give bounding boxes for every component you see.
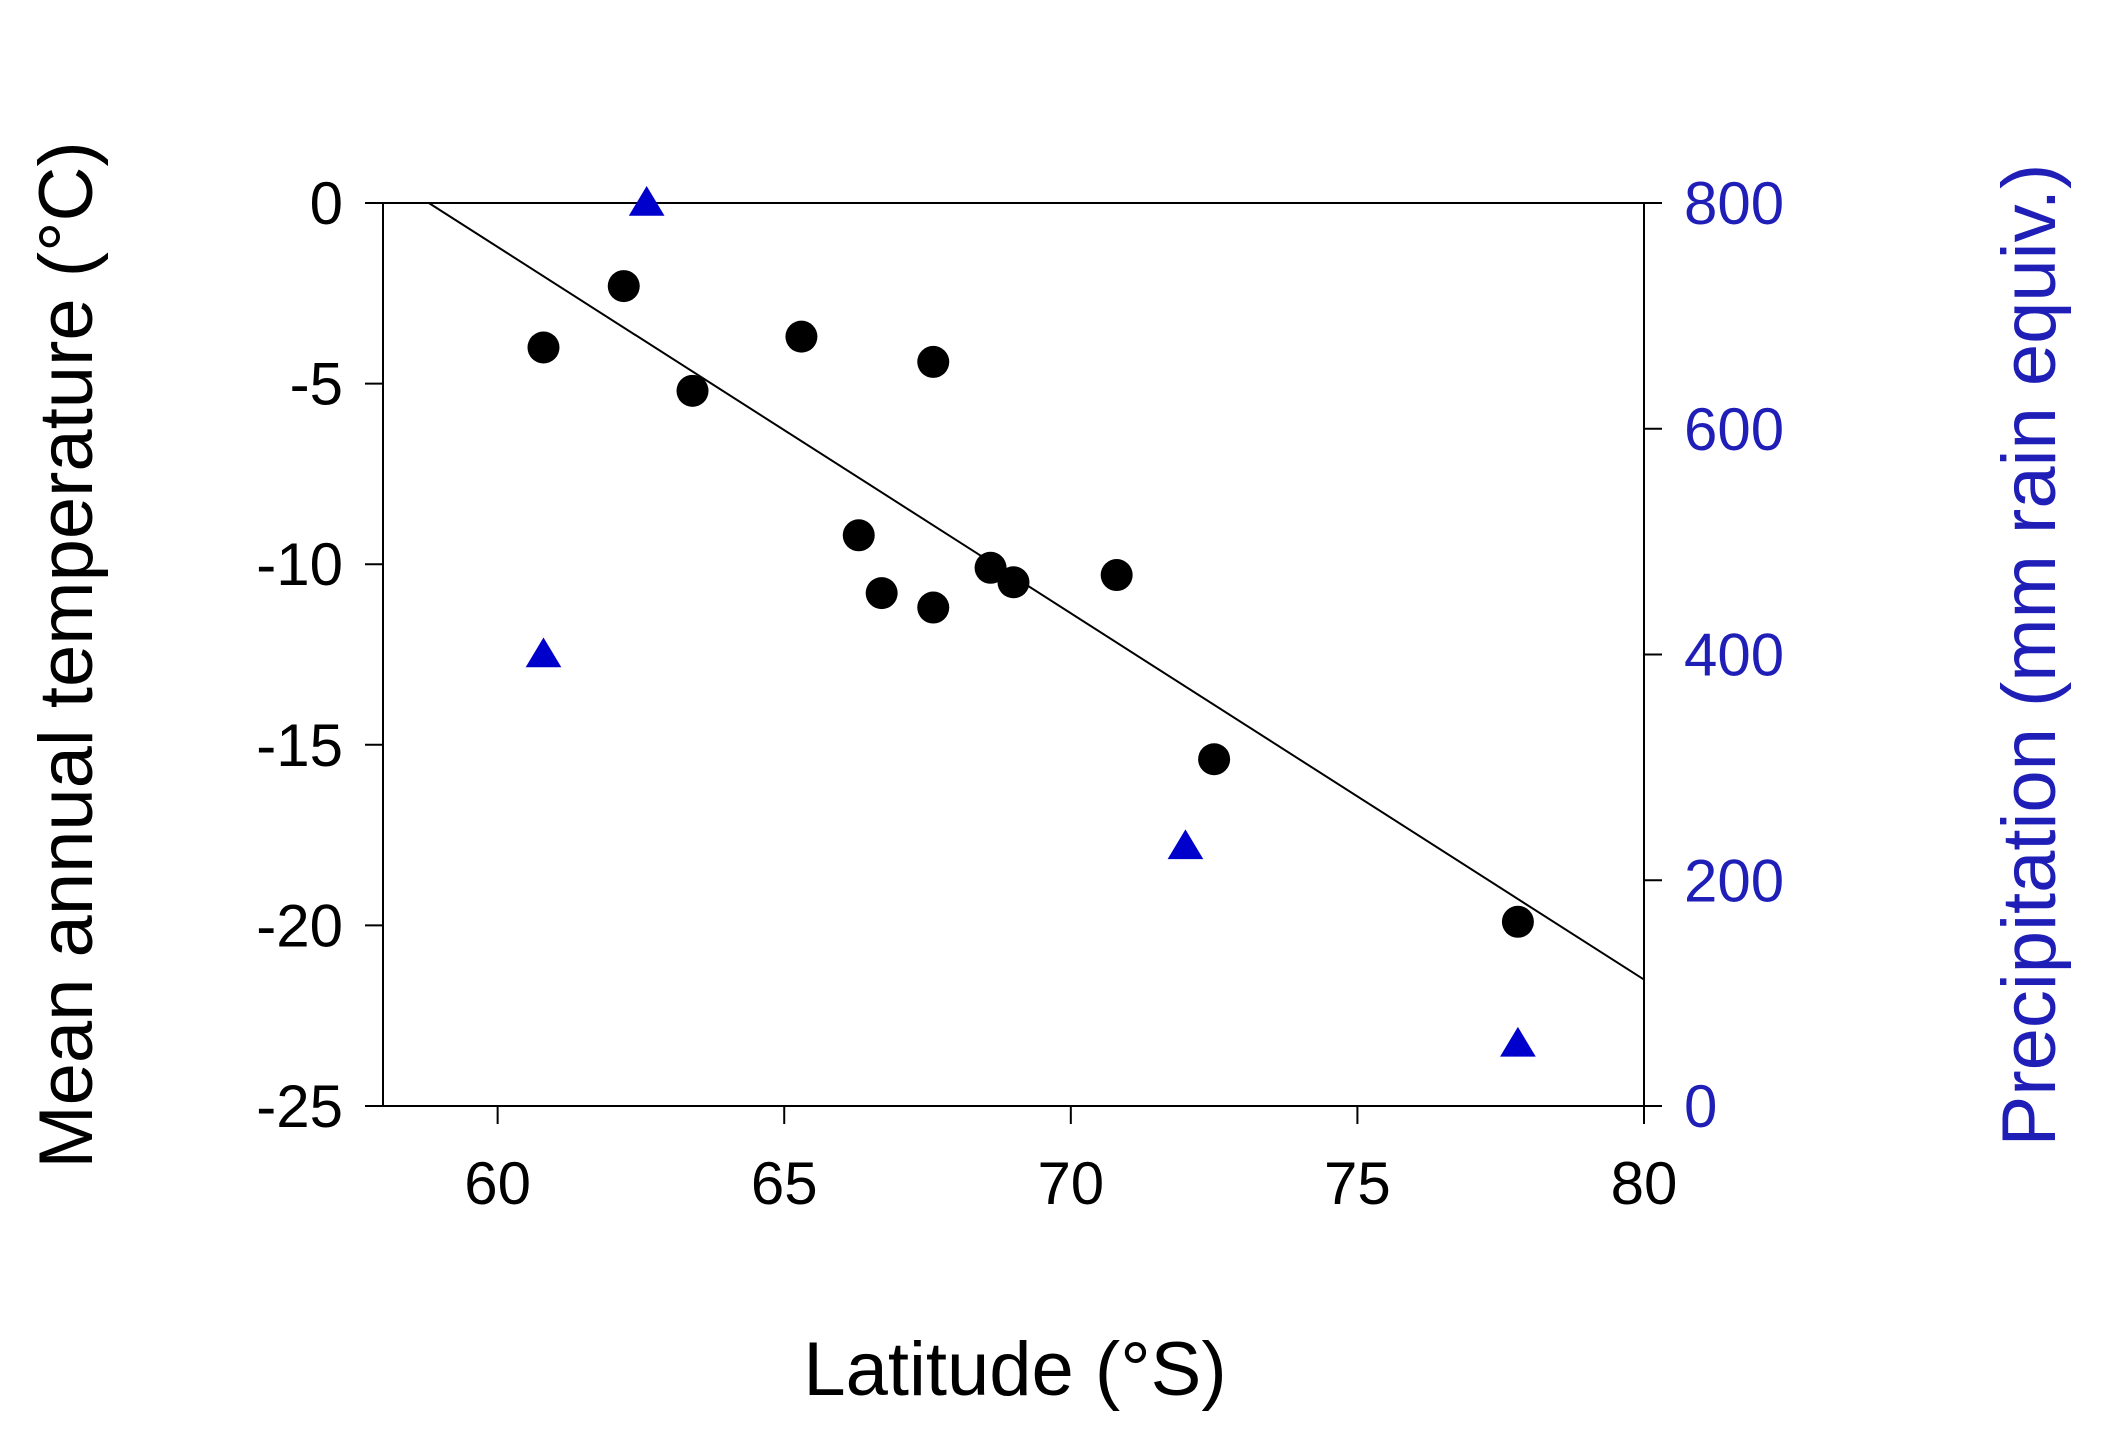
- temperature-point: [917, 591, 950, 624]
- temperature-series: [527, 270, 1534, 938]
- x-tick-label: 65: [751, 1150, 818, 1217]
- precipitation-series: [525, 186, 1536, 1057]
- right-y-tick-label: 800: [1684, 170, 1784, 237]
- precipitation-point: [525, 637, 562, 668]
- right-y-tick-label: 600: [1684, 396, 1784, 463]
- x-ticks: 60 65 70 75 80: [464, 1106, 1677, 1217]
- precipitation-point: [628, 186, 665, 216]
- x-axis-title: Latitude (°S): [803, 1327, 1226, 1412]
- right-y-tick-label: 400: [1684, 622, 1784, 689]
- right-y-ticks: 800 600 400 200 0: [1644, 170, 1784, 1140]
- x-tick-label: 75: [1324, 1150, 1391, 1217]
- temperature-point: [785, 320, 818, 353]
- left-y-ticks: 0 -5 -10 -15 -20 -25: [256, 170, 383, 1140]
- temperature-point: [1100, 559, 1133, 592]
- axis-frame: [382, 202, 1645, 1107]
- left-y-tick-label: 0: [310, 170, 343, 237]
- left-y-tick-label: -25: [256, 1073, 343, 1140]
- temperature-point: [842, 519, 875, 552]
- x-tick-label: 80: [1611, 1150, 1678, 1217]
- temperature-point: [527, 331, 560, 364]
- temperature-point: [1198, 743, 1231, 776]
- x-tick-label: 60: [464, 1150, 531, 1217]
- precipitation-point: [1500, 1026, 1536, 1057]
- x-tick-label: 70: [1037, 1150, 1104, 1217]
- left-y-tick-label: -15: [256, 712, 343, 779]
- left-y-tick-label: -5: [290, 351, 343, 418]
- temperature-point: [974, 551, 1007, 584]
- right-y-axis-title: Precipitation (mm rain equiv.): [1987, 164, 2072, 1147]
- left-y-tick-label: -20: [256, 892, 343, 959]
- temperature-point: [1501, 905, 1534, 938]
- left-y-axis-title: Mean annual temperature (°C): [24, 141, 109, 1168]
- temperature-point: [676, 374, 709, 407]
- temperature-point: [607, 270, 640, 303]
- precipitation-point: [1167, 829, 1204, 860]
- temperature-point: [917, 345, 950, 378]
- temperature-point: [865, 577, 898, 610]
- left-y-tick-label: -10: [256, 531, 343, 598]
- right-y-tick-label: 200: [1684, 847, 1784, 914]
- temperature-point: [997, 566, 1030, 599]
- right-y-tick-label: 0: [1684, 1073, 1717, 1140]
- trend-line: [428, 202, 1645, 981]
